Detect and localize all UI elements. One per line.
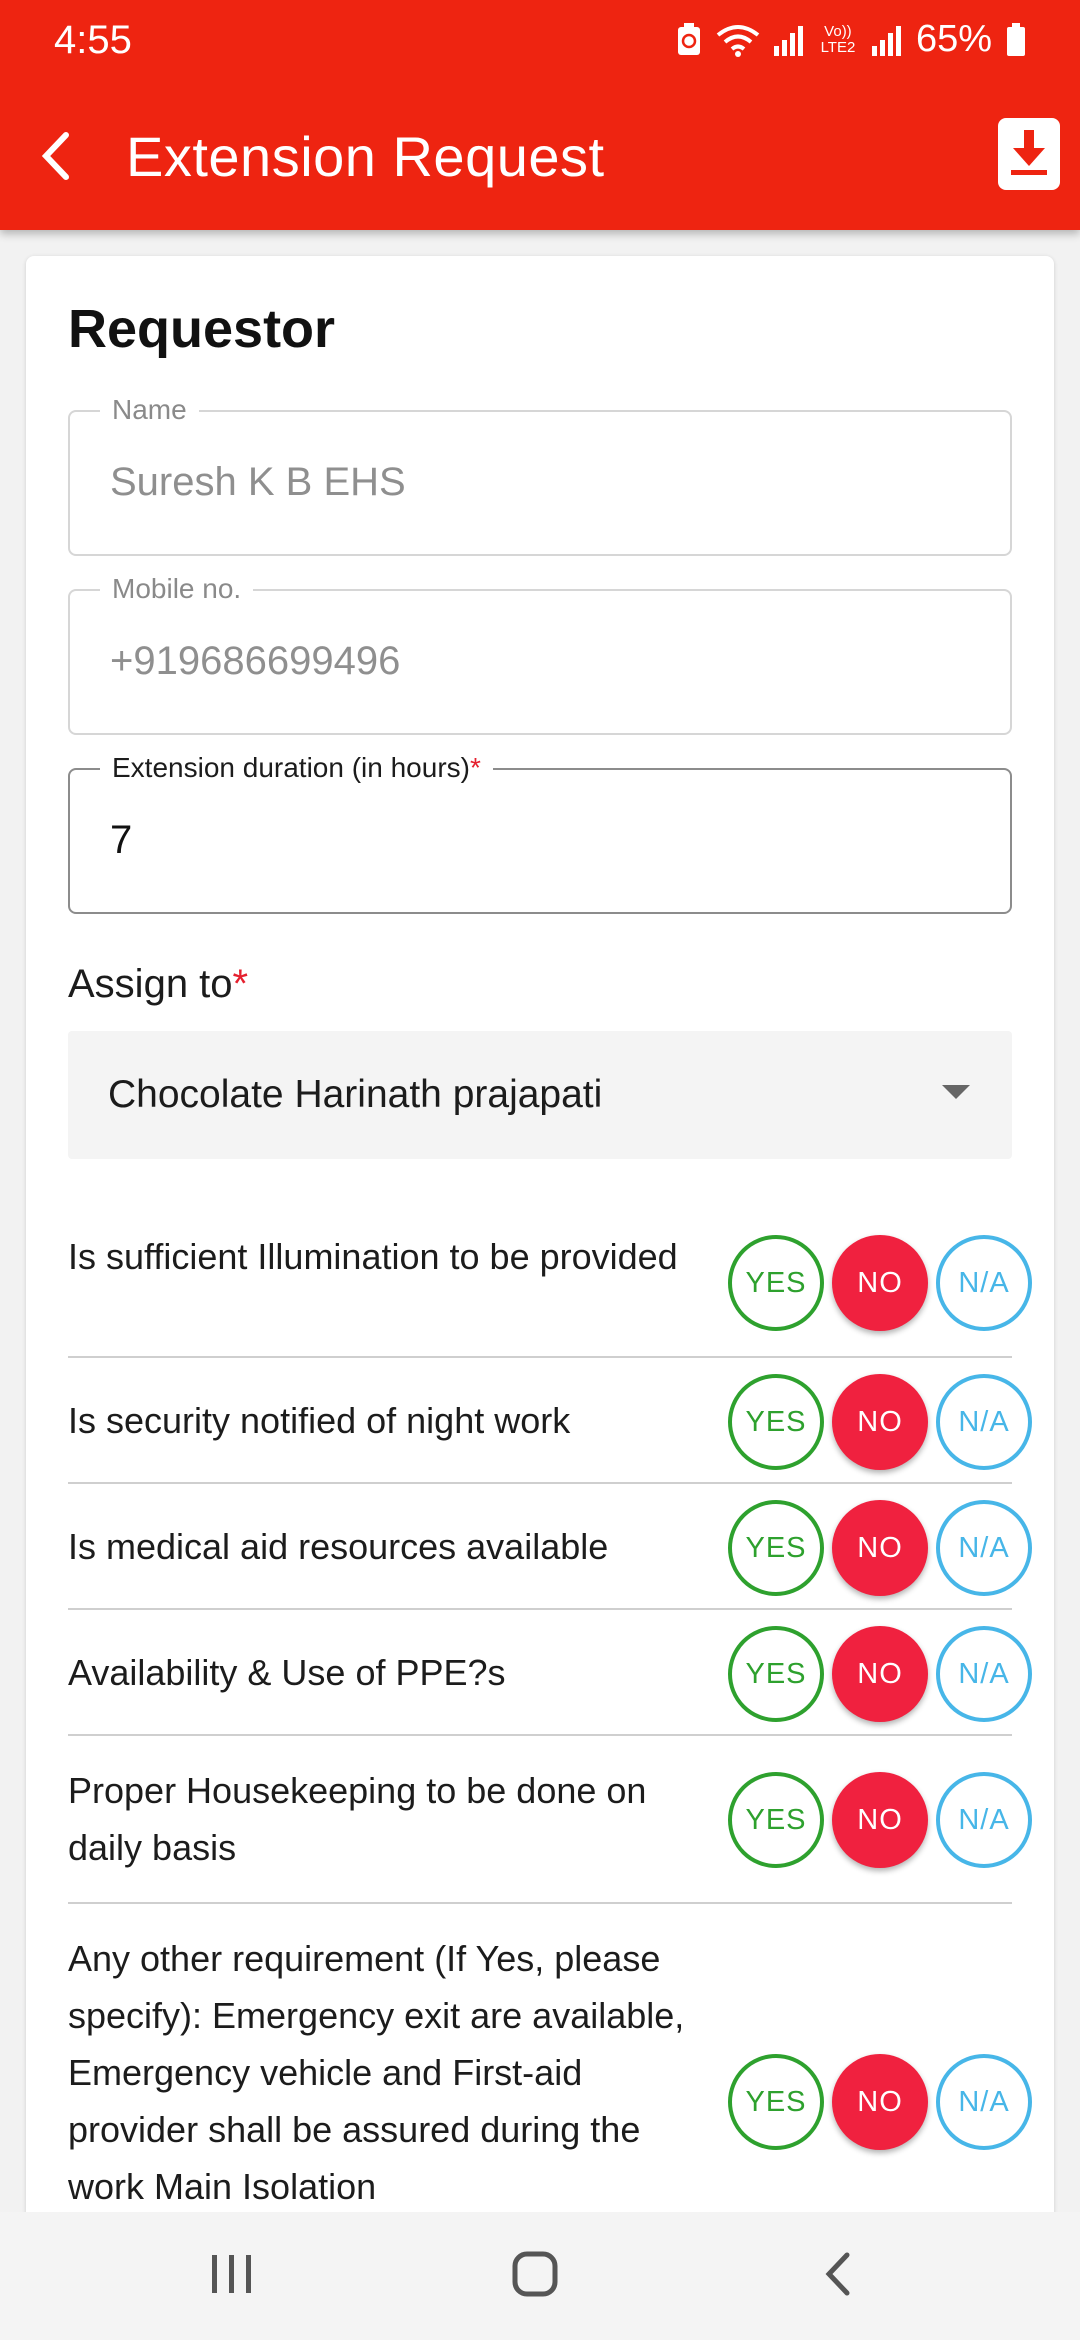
section-title: Requestor [68,299,336,359]
name-label: Name [100,390,199,430]
duration-label: Extension duration (in hours)* [100,748,493,788]
mobile-field[interactable]: Mobile no. +919686699496 [68,569,1012,735]
question-text: Is security notified of night work [68,1400,571,1441]
page-title: Extension Request [126,125,605,188]
mobile-label: Mobile no. [100,569,254,609]
signal-icon [871,24,902,56]
yes-option[interactable]: YES [728,1374,824,1470]
na-option[interactable]: N/A [936,1626,1032,1722]
back-arrow-icon [38,131,72,186]
assign-selected-value: Chocolate Harinath prajapati [108,1073,603,1116]
answer-options: YES NO N/A [728,2054,1032,2150]
question-row: Is medical aid resources available YES N… [68,1484,1032,1610]
question-row: Availability & Use of PPE?s YES NO N/A [68,1610,1032,1736]
question-row: Is sufficient Illumination to be provide… [68,1211,1032,1358]
na-option[interactable]: N/A [936,1772,1032,1868]
name-value: Suresh K B EHS [110,460,406,504]
duration-label-text: Extension duration (in hours) [112,752,470,783]
dropdown-caret-icon [942,1085,970,1099]
question-text: Is sufficient Illumination to be provide… [68,1236,678,1277]
recent-apps-icon [210,2253,254,2300]
yes-option[interactable]: YES [728,1772,824,1868]
no-option[interactable]: NO [832,2054,928,2150]
back-icon [823,2251,853,2302]
yes-option[interactable]: YES [728,2054,824,2150]
answer-options: YES NO N/A [728,1500,1032,1596]
assign-dropdown[interactable]: Chocolate Harinath prajapati [68,1031,1012,1159]
yes-option[interactable]: YES [728,1626,824,1722]
home-button[interactable] [475,2240,595,2312]
yes-option[interactable]: YES [728,1235,824,1331]
question-row: Is security notified of night work YES N… [68,1358,1032,1484]
recent-apps-button[interactable] [172,2240,292,2312]
signal-icon [773,24,804,56]
question-text: Any other requirement (If Yes, please sp… [68,1938,685,2207]
question-text: Proper Housekeeping to be done on daily … [68,1770,647,1868]
yes-option[interactable]: YES [728,1500,824,1596]
network-label: Vo)) LTE2 [820,22,856,56]
na-option[interactable]: N/A [936,2054,1032,2150]
status-icons: Vo)) LTE2 65% [676,18,1026,61]
wifi-icon [716,23,760,57]
system-nav-bar [0,2212,1080,2340]
na-option[interactable]: N/A [936,1374,1032,1470]
question-text: Is medical aid resources available [68,1526,609,1567]
battery-percent: 65% [915,18,992,60]
requestor-card: Requestor Name Suresh K B EHS Mobile no.… [26,256,1054,2316]
no-option[interactable]: NO [832,1626,928,1722]
app-bar: 4:55 Vo)) LTE2 65% Extension Request [0,0,1080,230]
status-time: 4:55 [54,18,132,62]
battery-saver-icon [676,22,702,57]
system-back-button[interactable] [778,2240,898,2312]
answer-options: YES NO N/A [728,1626,1032,1722]
question-row: Any other requirement (If Yes, please sp… [68,1904,1032,2316]
question-text: Availability & Use of PPE?s [68,1652,506,1693]
answer-options: YES NO N/A [728,1235,1032,1331]
assign-label-text: Assign to [68,962,233,1006]
battery-icon [1006,22,1026,57]
duration-field[interactable]: Extension duration (in hours)* 7 [68,748,1012,914]
answer-options: YES NO N/A [728,1374,1032,1470]
na-option[interactable]: N/A [936,1500,1032,1596]
duration-value: 7 [110,818,133,862]
no-option[interactable]: NO [832,1772,928,1868]
question-row: Proper Housekeeping to be done on daily … [68,1736,1032,1904]
download-icon [1009,128,1049,181]
mobile-value: +919686699496 [110,639,401,683]
answer-options: YES NO N/A [728,1772,1032,1868]
assign-label: Assign to* [68,962,248,1007]
no-option[interactable]: NO [832,1500,928,1596]
name-field[interactable]: Name Suresh K B EHS [68,390,1012,556]
download-button[interactable] [998,118,1060,190]
na-option[interactable]: N/A [936,1235,1032,1331]
home-icon [512,2251,558,2302]
back-button[interactable] [20,118,90,198]
no-option[interactable]: NO [832,1235,928,1331]
required-mark: * [469,752,481,783]
required-mark: * [232,962,249,1006]
no-option[interactable]: NO [832,1374,928,1470]
